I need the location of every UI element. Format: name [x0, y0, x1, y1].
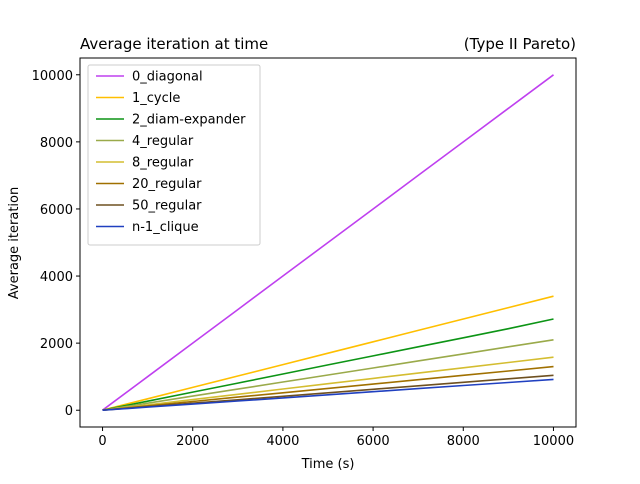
series-line-20_regular: [102, 365, 554, 411]
legend: 0_diagonal 1_cycle 2_diam-expander 4_regula…: [87, 64, 261, 246]
series-line-n-1_clique: [102, 378, 554, 411]
x-tick-label: 8000: [447, 434, 480, 449]
y-tick-label: 0: [65, 404, 73, 419]
series-line-1_cycle: [102, 295, 554, 411]
series-line-0_diagonal: [102, 74, 554, 411]
y-tick-label: 10000: [32, 69, 73, 84]
y-tick-label: 2000: [40, 337, 73, 352]
series-layer: [102, 74, 554, 411]
y-axis-label: Average iteration: [7, 187, 22, 299]
x-axis-label: Time (s): [301, 457, 355, 472]
y-tick-label: 6000: [40, 203, 73, 218]
plot-area: [79, 57, 577, 428]
y-tick-label: 8000: [40, 136, 73, 151]
chart-subtitle: (Type II Pareto): [464, 35, 576, 53]
series-line-2_diam-expander: [102, 318, 554, 411]
series-line-4_regular: [102, 339, 554, 411]
x-tick-label: 10000: [533, 434, 574, 449]
legend-label: 2_diam-expander: [132, 113, 246, 128]
y-axis-ticks: 0 2000 4000 6000 8000 10000: [32, 69, 80, 419]
legend-label: 8_regular: [132, 156, 194, 171]
legend-label: 50_regular: [132, 199, 202, 214]
legend-label: 20_regular: [132, 177, 202, 192]
y-tick-label: 4000: [40, 270, 73, 285]
x-tick-label: 6000: [357, 434, 390, 449]
legend-label: n-1_clique: [132, 220, 199, 235]
x-tick-label: 2000: [176, 434, 209, 449]
chart-title: Average iteration at time: [80, 35, 268, 53]
x-tick-label: 4000: [266, 434, 299, 449]
x-tick-label: 0: [98, 434, 106, 449]
legend-box: [87, 64, 261, 246]
plot-frame: [79, 57, 577, 428]
x-axis-ticks: 0 2000 4000 6000 8000 10000: [98, 427, 574, 449]
legend-label: 0_diagonal: [132, 70, 203, 85]
series-line-8_regular: [102, 356, 554, 411]
legend-label: 1_cycle: [132, 91, 180, 106]
legend-label: 4_regular: [132, 134, 194, 149]
